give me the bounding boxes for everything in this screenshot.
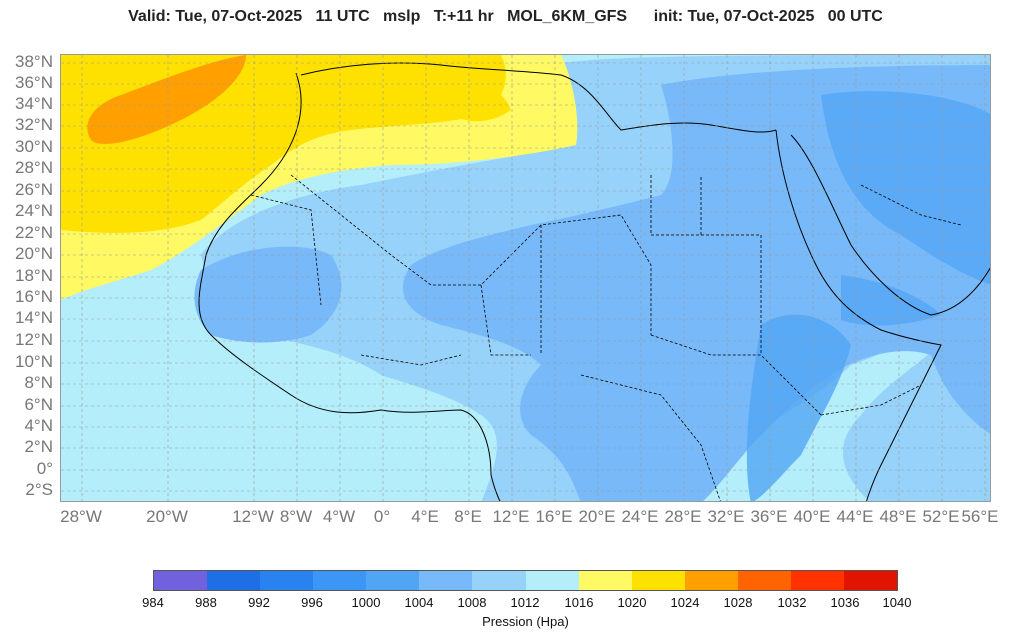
pressure-1004-arabia xyxy=(821,91,990,285)
colorbar-swatch xyxy=(844,571,898,590)
colorbar-label: 1024 xyxy=(670,595,700,610)
colorbar-label: 984 xyxy=(142,595,164,610)
colorbar-swatch xyxy=(472,571,526,590)
lat-label: 18°N xyxy=(15,266,53,285)
lon-label: 4°W xyxy=(322,507,356,526)
lon-label: 24°E xyxy=(621,507,659,526)
lat-label: 14°N xyxy=(15,308,53,327)
colorbar-swatch xyxy=(578,571,632,590)
colorbar-label: 1020 xyxy=(617,595,647,610)
lon-label: 36°E xyxy=(750,507,788,526)
lat-label: 4°N xyxy=(24,416,53,435)
colorbar-label: 996 xyxy=(301,595,323,610)
map-title: Valid: Tue, 07-Oct-2025 11 UTC mslp T:+1… xyxy=(128,8,883,25)
coastline-redsea xyxy=(775,129,942,501)
colorbar-label: 1008 xyxy=(457,595,487,610)
colorbar-label: 988 xyxy=(195,595,217,610)
colorbar-label: 1028 xyxy=(723,595,753,610)
pressure-1024-maghreb xyxy=(441,78,511,122)
country-borders xyxy=(250,174,962,501)
colorbar-label: 1004 xyxy=(404,595,434,610)
pressure-1004-arabia-sw xyxy=(841,275,941,326)
colorbar-label: 1012 xyxy=(510,595,540,610)
lat-label: 28°N xyxy=(15,158,53,177)
graticule xyxy=(61,55,990,501)
lat-label: 36°N xyxy=(15,73,53,92)
coastline-arabia xyxy=(790,134,990,316)
lon-label: 0° xyxy=(373,507,391,526)
coastline-mediterranean xyxy=(300,62,777,133)
lon-label: 48°E xyxy=(879,507,917,526)
colorbar-label: 1000 xyxy=(351,595,381,610)
lon-label: 32°E xyxy=(707,507,745,526)
colorbar-swatch xyxy=(419,571,473,590)
lon-label: 12°E xyxy=(492,507,530,526)
lat-label: 24°N xyxy=(15,201,53,220)
colorbar-swatch xyxy=(790,571,845,590)
colorbar-swatch xyxy=(737,571,791,590)
colorbar-swatch xyxy=(366,571,420,590)
lat-label: 22°N xyxy=(15,223,53,242)
colorbar-swatch xyxy=(154,571,208,590)
pressure-1004-ethiopia xyxy=(746,314,851,501)
colorbar-label: 1032 xyxy=(777,595,807,610)
pressure-map xyxy=(60,54,991,502)
lat-label: 6°N xyxy=(24,395,53,414)
map-canvas xyxy=(61,55,990,501)
lat-label: 16°N xyxy=(15,287,53,306)
colorbar-swatch xyxy=(631,571,685,590)
lat-label: 26°N xyxy=(15,180,53,199)
pressure-colorbar xyxy=(153,570,898,591)
lat-label: 12°N xyxy=(15,330,53,349)
lon-label: 28°E xyxy=(664,507,702,526)
lat-label: 34°N xyxy=(15,94,53,113)
lat-label: 20°N xyxy=(15,244,53,263)
colorbar-swatch xyxy=(260,571,314,590)
colorbar-label: 1036 xyxy=(830,595,860,610)
lat-label: 38°N xyxy=(15,52,53,71)
pressure-1028-region xyxy=(87,55,246,144)
lat-label: 32°N xyxy=(15,115,53,134)
lon-label: 28°W xyxy=(60,507,102,526)
lon-label: 16°E xyxy=(535,507,573,526)
colorbar-swatch xyxy=(313,571,367,590)
lat-label: 2°S xyxy=(25,480,53,499)
colorbar-swatch xyxy=(684,571,738,590)
lon-label: 52°E xyxy=(922,507,960,526)
lon-label: 8°W xyxy=(279,507,313,526)
lon-label: 20°W xyxy=(146,507,188,526)
lon-label: 20°E xyxy=(578,507,616,526)
colorbar-label: 1040 xyxy=(882,595,912,610)
lat-label: 0° xyxy=(36,459,53,478)
lat-label: 2°N xyxy=(24,437,53,456)
lat-label: 30°N xyxy=(15,137,53,156)
lon-label: 56°E xyxy=(961,507,999,526)
lon-label: 12°W xyxy=(232,507,274,526)
colorbar-unit: Pression (Hpa) xyxy=(482,614,569,629)
lat-label: 10°N xyxy=(15,352,53,371)
lon-label: 4°E xyxy=(411,507,439,526)
lon-label: 40°E xyxy=(793,507,831,526)
pressure-1008-west xyxy=(194,246,342,343)
lon-label: 8°E xyxy=(454,507,482,526)
lat-label: 8°N xyxy=(24,373,53,392)
colorbar-swatch xyxy=(207,571,261,590)
colorbar-label: 992 xyxy=(248,595,270,610)
lon-label: 44°E xyxy=(836,507,874,526)
colorbar-label: 1016 xyxy=(564,595,594,610)
colorbar-swatch xyxy=(525,571,579,590)
